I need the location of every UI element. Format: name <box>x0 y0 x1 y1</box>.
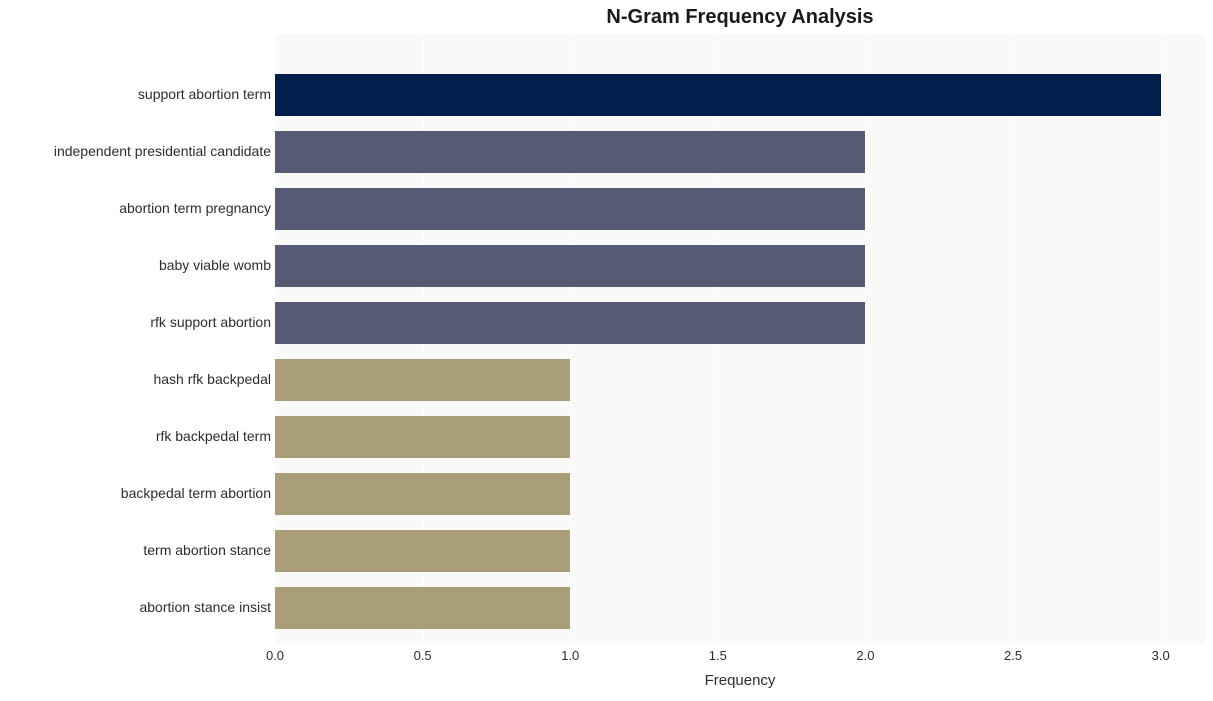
y-tick-label: rfk backpedal term <box>1 408 271 465</box>
x-tick-label: 2.0 <box>856 648 874 663</box>
y-tick-label: hash rfk backpedal <box>1 351 271 408</box>
x-tick-label: 1.5 <box>709 648 727 663</box>
bar <box>275 587 570 629</box>
y-tick-label: rfk support abortion <box>1 294 271 351</box>
bar-row: abortion stance insist <box>0 579 1213 636</box>
y-tick-label: independent presidential candidate <box>1 123 271 180</box>
bar-row: independent presidential candidate <box>0 123 1213 180</box>
x-tick-label: 1.0 <box>561 648 579 663</box>
y-tick-label: abortion term pregnancy <box>1 180 271 237</box>
bar <box>275 416 570 458</box>
x-tick-label: 0.0 <box>266 648 284 663</box>
y-tick-label: abortion stance insist <box>1 579 271 636</box>
bar <box>275 245 865 287</box>
bar-row: term abortion stance <box>0 522 1213 579</box>
bar-row: baby viable womb <box>0 237 1213 294</box>
ngram-frequency-chart: N-Gram Frequency Analysis Frequency 0.0 0… <box>0 0 1213 701</box>
bar-row: rfk backpedal term <box>0 408 1213 465</box>
bar <box>275 131 865 173</box>
bar-row: rfk support abortion <box>0 294 1213 351</box>
bar <box>275 530 570 572</box>
bar <box>275 188 865 230</box>
x-axis-title: Frequency <box>0 672 1213 689</box>
bar-row: abortion term pregnancy <box>0 180 1213 237</box>
bar <box>275 302 865 344</box>
x-tick-label: 0.5 <box>414 648 432 663</box>
bar-row: support abortion term <box>0 66 1213 123</box>
y-tick-label: backpedal term abortion <box>1 465 271 522</box>
bar <box>275 359 570 401</box>
bar <box>275 473 570 515</box>
x-tick-label: 3.0 <box>1152 648 1170 663</box>
bar-row: backpedal term abortion <box>0 465 1213 522</box>
y-tick-label: baby viable womb <box>1 237 271 294</box>
x-tick-label: 2.5 <box>1004 648 1022 663</box>
y-tick-label: term abortion stance <box>1 522 271 579</box>
bar <box>275 74 1161 116</box>
chart-title: N-Gram Frequency Analysis <box>0 6 1213 29</box>
bar-row: hash rfk backpedal <box>0 351 1213 408</box>
y-tick-label: support abortion term <box>1 66 271 123</box>
